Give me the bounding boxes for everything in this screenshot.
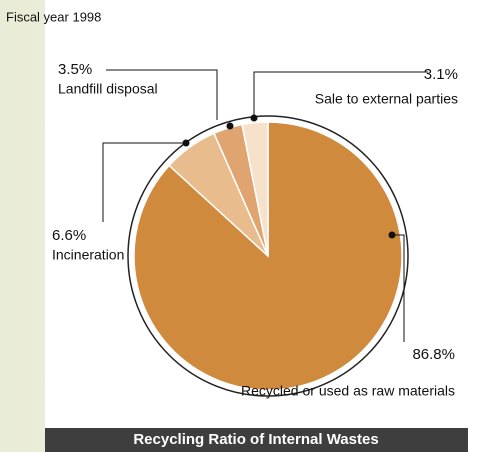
title-banner	[45, 428, 468, 452]
leader-line	[102, 142, 186, 222]
chart-title: Recycling Ratio of Internal Wastes	[133, 431, 378, 448]
slice-label: Sale to external parties	[315, 91, 458, 107]
leader-dot	[388, 231, 396, 239]
leader-dot	[182, 139, 190, 147]
leader-dot	[250, 114, 258, 122]
leader-line	[392, 234, 405, 342]
subtitle: Fiscal year 1998	[6, 9, 101, 24]
leader-dot	[226, 122, 234, 130]
leader-line	[253, 71, 428, 118]
slice-label: Recycled or used as raw materials	[241, 383, 455, 399]
slice-label: Landfill disposal	[58, 81, 158, 97]
slice-label: Incineration	[52, 247, 124, 263]
value-label: 3.5%	[58, 61, 92, 78]
value-label: 86.8%	[412, 346, 455, 363]
leader-line	[106, 69, 218, 120]
pie-slice	[241, 121, 269, 257]
value-label: 6.6%	[52, 227, 86, 244]
value-label: 3.1%	[424, 66, 458, 83]
